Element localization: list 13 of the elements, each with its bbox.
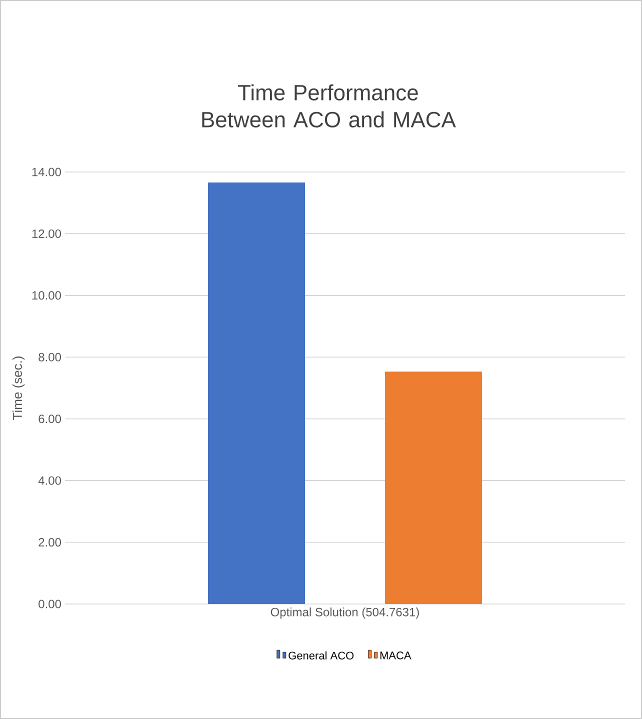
y-tick-label: 6.00 — [38, 414, 62, 424]
x-tick-label: Optimal Solution (504.7631) — [270, 608, 419, 619]
y-axis-title: Time (sec.) — [12, 356, 25, 420]
y-tick-label: 10.00 — [32, 291, 61, 300]
legend-label: MACA — [380, 652, 412, 660]
y-tick-label: 14.00 — [32, 168, 61, 176]
y-tick-label: 12.00 — [32, 229, 61, 238]
legend-label: General ACO — [288, 651, 354, 660]
chart-title: Time Performance Between ACO and MACA — [202, 84, 456, 128]
y-tick-label: 4.00 — [38, 476, 62, 485]
y-tick-label: 0.00 — [38, 600, 62, 608]
y-tick-label: 2.00 — [38, 538, 62, 547]
y-tick-label: 8.00 — [38, 352, 62, 362]
